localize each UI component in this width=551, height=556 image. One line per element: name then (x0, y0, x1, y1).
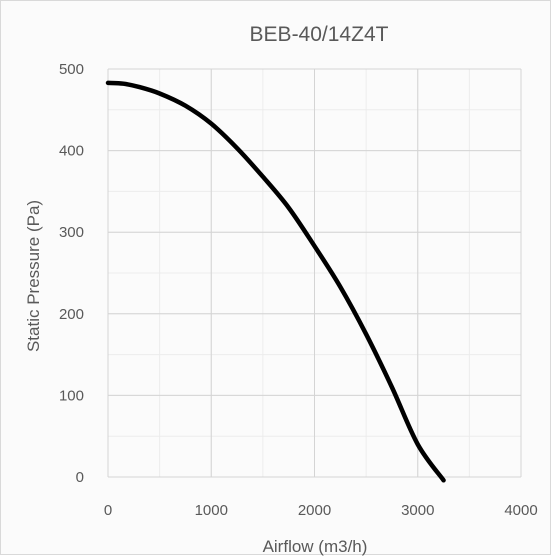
chart-title: BEB-40/14Z4T (250, 23, 389, 46)
y-tick-label: 300 (59, 224, 84, 241)
x-tick-label: 0 (104, 502, 112, 519)
grid-major (107, 68, 522, 478)
x-axis-title: Airflow (m3/h) (263, 537, 368, 556)
y-axis-title: Static Pressure (Pa) (24, 200, 43, 352)
x-tick-labels: 0 1000 2000 3000 4000 (104, 502, 538, 519)
x-tick-label: 3000 (401, 502, 434, 519)
y-tick-label: 100 (59, 387, 84, 404)
y-tick-label: 400 (59, 143, 84, 160)
x-tick-label: 4000 (504, 502, 537, 519)
y-tick-label: 200 (59, 306, 84, 323)
x-tick-label: 1000 (195, 502, 228, 519)
y-tick-label: 0 (76, 469, 84, 486)
series-layer (105, 80, 446, 483)
series-line-fan-curve (105, 80, 446, 483)
x-tick-label: 2000 (298, 502, 331, 519)
y-tick-labels: 0 100 200 300 400 500 (59, 61, 84, 486)
y-tick-label: 500 (59, 61, 84, 78)
